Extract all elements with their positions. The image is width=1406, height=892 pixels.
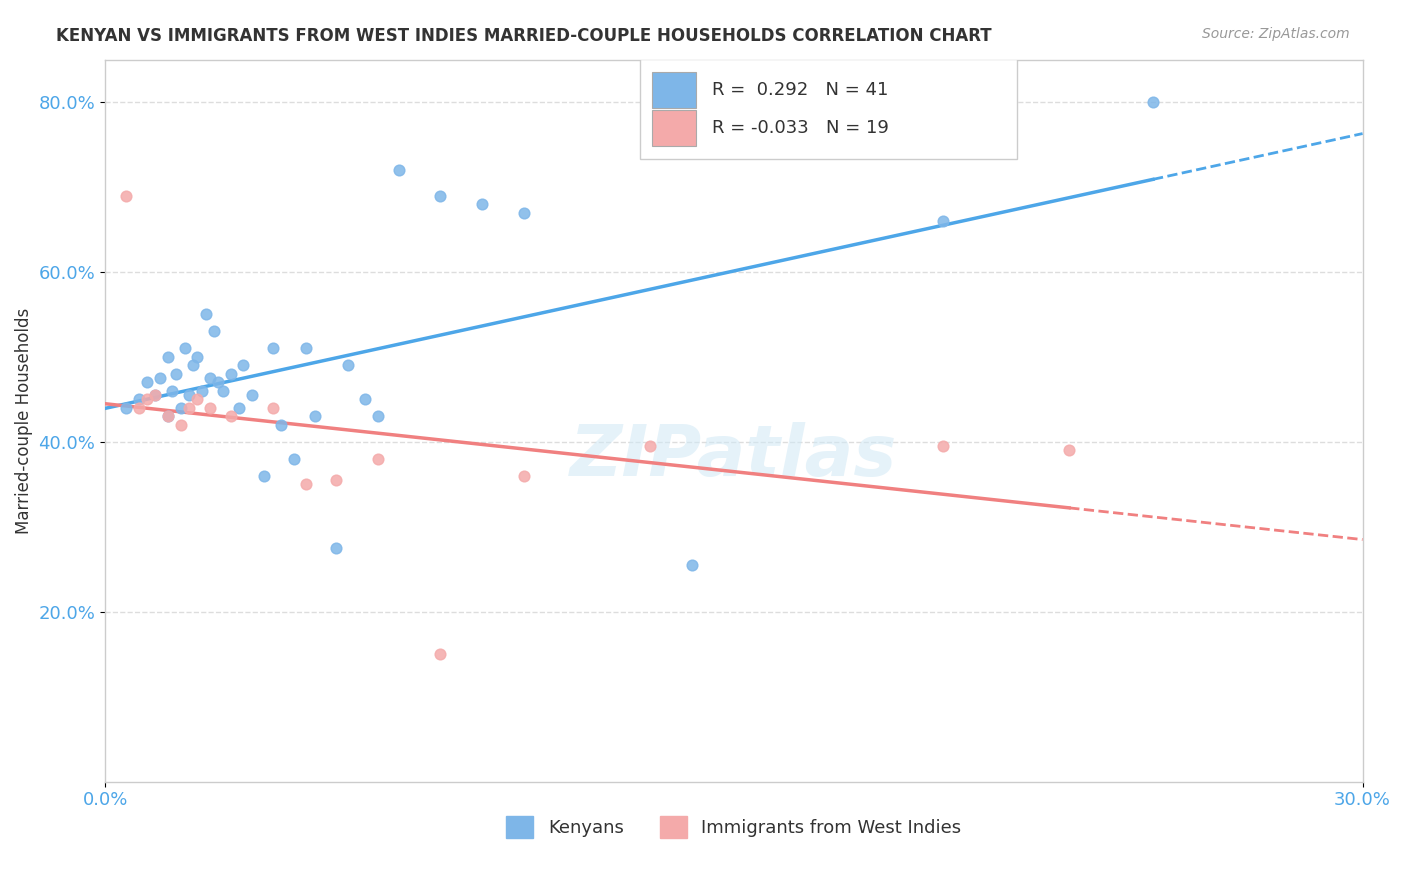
Point bbox=[115, 401, 138, 415]
Point bbox=[513, 468, 536, 483]
Point bbox=[325, 541, 347, 555]
Point bbox=[177, 388, 200, 402]
Point bbox=[283, 451, 305, 466]
Point bbox=[513, 205, 536, 219]
Point bbox=[149, 371, 172, 385]
Point bbox=[367, 409, 389, 424]
Point bbox=[160, 384, 183, 398]
Point bbox=[932, 214, 955, 228]
Point bbox=[270, 417, 292, 432]
Point bbox=[136, 376, 159, 390]
Point bbox=[136, 392, 159, 407]
Point bbox=[228, 401, 250, 415]
Point bbox=[1142, 95, 1164, 109]
Point bbox=[186, 350, 208, 364]
Point bbox=[198, 371, 221, 385]
Point bbox=[232, 359, 254, 373]
Point bbox=[207, 376, 229, 390]
Point bbox=[295, 342, 318, 356]
Point bbox=[262, 342, 284, 356]
Point bbox=[165, 367, 187, 381]
Point bbox=[198, 401, 221, 415]
Point bbox=[337, 359, 360, 373]
Point bbox=[295, 477, 318, 491]
Point bbox=[194, 308, 217, 322]
Text: Source: ZipAtlas.com: Source: ZipAtlas.com bbox=[1202, 27, 1350, 41]
Y-axis label: Married-couple Households: Married-couple Households bbox=[15, 308, 32, 533]
FancyBboxPatch shape bbox=[652, 72, 696, 108]
Point bbox=[157, 409, 180, 424]
Point bbox=[638, 439, 661, 453]
Point bbox=[304, 409, 326, 424]
Point bbox=[681, 558, 703, 572]
Point bbox=[177, 401, 200, 415]
Point bbox=[219, 367, 242, 381]
Point bbox=[325, 473, 347, 487]
Point bbox=[240, 388, 263, 402]
Point bbox=[932, 439, 955, 453]
Point bbox=[157, 350, 180, 364]
Point bbox=[173, 342, 195, 356]
Point bbox=[169, 417, 191, 432]
Legend: Kenyans, Immigrants from West Indies: Kenyans, Immigrants from West Indies bbox=[499, 808, 969, 845]
Point bbox=[169, 401, 191, 415]
FancyBboxPatch shape bbox=[652, 110, 696, 146]
Point bbox=[354, 392, 377, 407]
Point bbox=[145, 388, 167, 402]
Point bbox=[157, 409, 180, 424]
Point bbox=[145, 388, 167, 402]
Point bbox=[367, 451, 389, 466]
Point bbox=[1057, 443, 1080, 458]
Point bbox=[253, 468, 276, 483]
Point bbox=[186, 392, 208, 407]
FancyBboxPatch shape bbox=[640, 59, 1017, 159]
Point bbox=[211, 384, 233, 398]
Point bbox=[128, 401, 150, 415]
Point bbox=[190, 384, 212, 398]
Text: KENYAN VS IMMIGRANTS FROM WEST INDIES MARRIED-COUPLE HOUSEHOLDS CORRELATION CHAR: KENYAN VS IMMIGRANTS FROM WEST INDIES MA… bbox=[56, 27, 991, 45]
Point bbox=[219, 409, 242, 424]
Point bbox=[181, 359, 204, 373]
Point bbox=[471, 197, 494, 211]
Point bbox=[202, 325, 225, 339]
Point bbox=[429, 188, 451, 202]
Text: R =  0.292   N = 41: R = 0.292 N = 41 bbox=[713, 81, 889, 99]
Point bbox=[429, 647, 451, 661]
Point bbox=[115, 188, 138, 202]
Text: R = -0.033   N = 19: R = -0.033 N = 19 bbox=[713, 120, 890, 137]
Point bbox=[262, 401, 284, 415]
Point bbox=[128, 392, 150, 407]
Point bbox=[387, 163, 409, 178]
Text: ZIPatlas: ZIPatlas bbox=[571, 422, 897, 491]
